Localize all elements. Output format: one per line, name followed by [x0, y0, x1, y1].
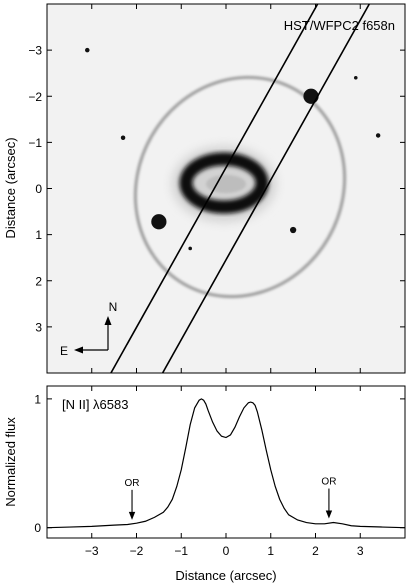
inner-ring [179, 152, 269, 214]
spectrum-panel: [N II] λ6583 OR OR −3 −2 −1 0 1 2 3 01 Distance… [3, 385, 406, 583]
stars [85, 47, 381, 251]
east-arrowhead-icon [74, 346, 83, 354]
y-ticks: 01 [34, 392, 405, 535]
spectrum-label: [N II] λ6583 [62, 397, 128, 412]
slit-edge-1 [110, 4, 319, 373]
x-tick-label: −2 [130, 544, 144, 558]
star-6 [188, 246, 192, 251]
annotation-label: OR [125, 478, 140, 489]
image-y-tick-label: −1 [28, 136, 42, 150]
arrowhead-icon [128, 511, 136, 520]
annotation-label: OR [321, 477, 336, 488]
image-y-tick-label: 1 [35, 228, 42, 242]
flux-series-line [47, 398, 405, 529]
image-y-tick-label: 2 [35, 274, 42, 288]
x-tick-label: −3 [85, 544, 99, 558]
star-4 [120, 135, 126, 140]
outer-shell [133, 75, 347, 299]
y-tick-label: 0 [34, 521, 41, 535]
compass: N E [60, 300, 117, 358]
image-y-tick-label: 0 [35, 182, 42, 196]
star-1 [151, 214, 167, 230]
ring-center [206, 175, 246, 193]
x-tick-label: 3 [357, 544, 364, 558]
x-tick-label: −1 [174, 544, 188, 558]
plot-frame [46, 385, 406, 539]
north-arrowhead-icon [104, 316, 112, 325]
image-panel: HST/WFPC2 f658n −3 −2 −1 0 1 2 3 Distance (arc… [3, 3, 406, 374]
x-axis-label: Distance (arcsec) [175, 568, 276, 583]
image-y-tick-label: −2 [28, 90, 42, 104]
star-0 [303, 88, 319, 104]
image-y-axis-label: Distance (arcsec) [3, 137, 18, 238]
x-tick-label: 2 [312, 544, 319, 558]
arrowhead-icon [325, 510, 333, 519]
star-2 [289, 226, 297, 234]
star-3 [85, 47, 90, 53]
y-axis-label: Normalized flux [3, 417, 18, 507]
y-tick-label: 1 [34, 392, 41, 406]
x-ticks: −3 −2 −1 0 1 2 3 [85, 386, 364, 558]
star-5 [375, 133, 381, 138]
image-y-tick-label: −3 [28, 44, 42, 58]
image-y-tick-label: 3 [35, 320, 42, 334]
image-y-ticks: −3 −2 −1 0 1 2 3 [28, 4, 405, 373]
compass-east-label: E [60, 344, 68, 358]
image-label: HST/WFPC2 f658n [284, 18, 395, 33]
slit-edge-2 [161, 4, 371, 373]
annotations: OR OR [125, 477, 336, 520]
x-tick-label: 0 [223, 544, 230, 558]
x-tick-label: 1 [267, 544, 274, 558]
star-7 [353, 76, 358, 80]
compass-north-label: N [109, 300, 118, 314]
